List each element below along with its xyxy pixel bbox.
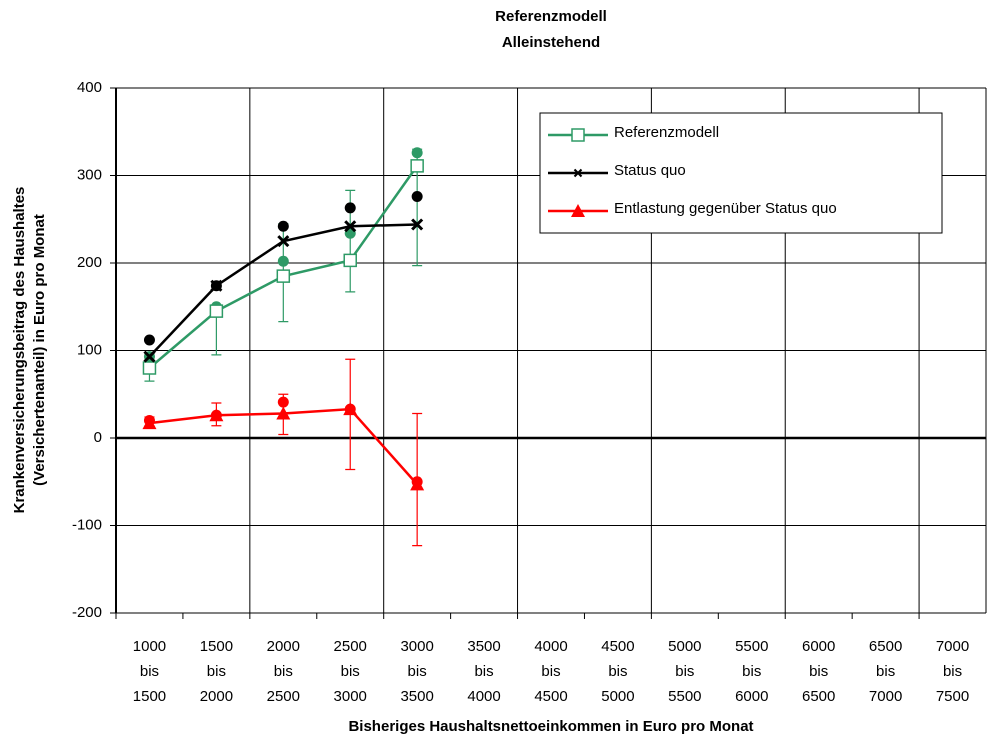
marker: [143, 350, 156, 363]
x-tick-label: 2000: [200, 688, 233, 705]
x-tick-label: 2000: [267, 638, 300, 655]
y-tick-label: 0: [94, 429, 102, 446]
x-tick-label: bis: [140, 663, 159, 680]
dot: [411, 147, 423, 159]
y-axis-title: Krankenversicherungsbeitrag des Haushalt…: [11, 187, 28, 514]
y-tick-label: -100: [72, 516, 102, 533]
marker: [343, 402, 358, 416]
marker: [573, 168, 583, 178]
y-axis-title: (Versichertenanteil) in Euro pro Monat: [31, 214, 48, 486]
x-tick-label: bis: [474, 663, 493, 680]
dot: [344, 202, 356, 214]
chart-title: Alleinstehend: [502, 34, 600, 51]
y-tick-label: 300: [77, 166, 102, 183]
x-tick-label: 4000: [534, 638, 567, 655]
x-tick-label: bis: [608, 663, 627, 680]
x-tick-label: 6000: [735, 688, 768, 705]
dot: [277, 255, 289, 267]
marker: [343, 253, 357, 268]
x-tick-label: 7000: [869, 688, 902, 705]
dot: [143, 334, 155, 346]
x-tick-label: bis: [809, 663, 828, 680]
marker: [277, 235, 290, 248]
y-tick-label: -200: [72, 604, 102, 621]
x-tick-label: 4500: [534, 688, 567, 705]
x-tick-label: 6500: [802, 688, 835, 705]
dot: [277, 396, 289, 408]
chart-title: Referenzmodell: [495, 8, 607, 25]
x-tick-label: bis: [876, 663, 895, 680]
marker: [209, 408, 224, 422]
x-tick-label: 1000: [133, 638, 166, 655]
x-tick-label: bis: [675, 663, 694, 680]
dot: [277, 220, 289, 232]
x-axis-title: Bisheriges Haushaltsnettoeinkommen in Eu…: [348, 718, 753, 735]
y-tick-label: 100: [77, 341, 102, 358]
x-tick-label: bis: [341, 663, 360, 680]
marker: [571, 204, 585, 217]
x-tick-label: bis: [541, 663, 560, 680]
marker: [209, 304, 224, 318]
x-tick-label: bis: [274, 663, 293, 680]
legend-label: Status quo: [614, 162, 686, 179]
x-tick-label: 3500: [400, 688, 433, 705]
x-tick-label: 7500: [936, 688, 969, 705]
x-tick-label: bis: [742, 663, 761, 680]
legend-label: Entlastung gegenüber Status quo: [614, 200, 837, 217]
x-tick-label: 2500: [267, 688, 300, 705]
marker: [276, 406, 291, 420]
x-tick-label: bis: [207, 663, 226, 680]
marker: [571, 128, 585, 142]
y-tick-label: 200: [77, 254, 102, 271]
x-tick-label: 6000: [802, 638, 835, 655]
marker: [276, 269, 291, 283]
marker: [410, 159, 424, 173]
marker: [142, 416, 157, 430]
marker: [344, 220, 357, 233]
x-tick-label: 3500: [467, 638, 500, 655]
y-tick-label: 400: [77, 79, 102, 96]
x-tick-label: 5500: [735, 638, 768, 655]
x-tick-label: 5500: [668, 688, 701, 705]
marker: [142, 361, 157, 375]
x-tick-label: 1500: [133, 688, 166, 705]
marker: [210, 279, 223, 292]
x-tick-label: 5000: [601, 688, 634, 705]
x-tick-label: 3000: [334, 688, 367, 705]
x-tick-label: 4500: [601, 638, 634, 655]
dot: [411, 191, 423, 202]
x-tick-label: 4000: [467, 688, 500, 705]
x-tick-label: 3000: [400, 638, 433, 655]
x-tick-label: 1500: [200, 638, 233, 655]
x-tick-label: 2500: [334, 638, 367, 655]
marker: [410, 477, 425, 491]
x-tick-label: 7000: [936, 638, 969, 655]
x-tick-label: bis: [943, 663, 962, 680]
x-tick-label: 5000: [668, 638, 701, 655]
legend-label: Referenzmodell: [614, 124, 719, 141]
x-tick-label: 6500: [869, 638, 902, 655]
x-tick-label: bis: [408, 663, 427, 680]
legend: Referenzmodell Status quo Entlastung gegen…: [539, 112, 943, 234]
marker: [411, 218, 424, 231]
